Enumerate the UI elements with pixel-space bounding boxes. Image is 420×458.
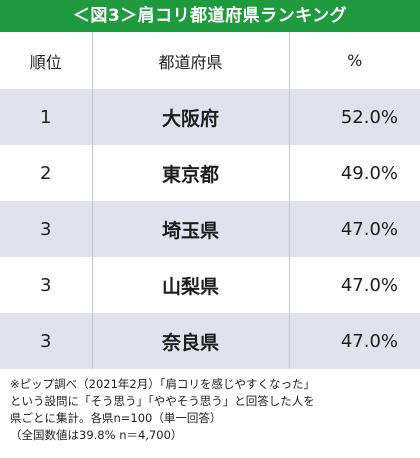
prefecture-cell: 大阪府: [92, 89, 290, 145]
header-percent: %: [289, 32, 420, 89]
percent-cell: 47.0%: [289, 201, 420, 257]
rank-cell: 2: [0, 145, 93, 201]
header-prefecture: 都道府県: [92, 32, 290, 89]
percent-cell: 47.0%: [289, 257, 420, 313]
percent-cell: 47.0%: [289, 313, 420, 369]
prefecture-cell: 東京都: [92, 145, 290, 201]
table-row: 3 奈良県 47.0%: [0, 313, 420, 369]
prefecture-cell: 埼玉県: [92, 201, 290, 257]
figure-title: ＜図3＞肩コリ都道府県ランキング: [0, 0, 420, 32]
note-line: （全国数値は39.8% n＝4,700）: [10, 428, 183, 442]
rank-cell: 3: [0, 257, 93, 313]
header-rank: 順位: [0, 32, 93, 89]
rank-cell: 3: [0, 313, 93, 369]
prefecture-cell: 山梨県: [92, 257, 290, 313]
ranking-table: 順位 都道府県 % 1 大阪府 52.0% 2 東京都 49.0% 3 埼玉県 …: [0, 32, 420, 369]
rank-cell: 1: [0, 89, 93, 145]
note-line: ※ピップ調べ（2021年2月）「肩コリを感じやすくなった」: [10, 377, 315, 391]
note-line: 県ごとに集計。各県n=100（単一回答）: [10, 411, 222, 425]
percent-cell: 52.0%: [289, 89, 420, 145]
prefecture-cell: 奈良県: [92, 313, 290, 369]
table-header-row: 順位 都道府県 %: [0, 32, 420, 89]
rank-cell: 3: [0, 201, 93, 257]
table-row: 2 東京都 49.0%: [0, 145, 420, 201]
source-note: ※ピップ調べ（2021年2月）「肩コリを感じやすくなった」 という設問に「そう思…: [10, 376, 415, 444]
percent-cell: 49.0%: [289, 145, 420, 201]
note-line: という設問に「そう思う」「ややそう思う」と回答した人を: [10, 394, 315, 408]
table-row: 3 山梨県 47.0%: [0, 257, 420, 313]
table-row: 3 埼玉県 47.0%: [0, 201, 420, 257]
table-row: 1 大阪府 52.0%: [0, 89, 420, 145]
